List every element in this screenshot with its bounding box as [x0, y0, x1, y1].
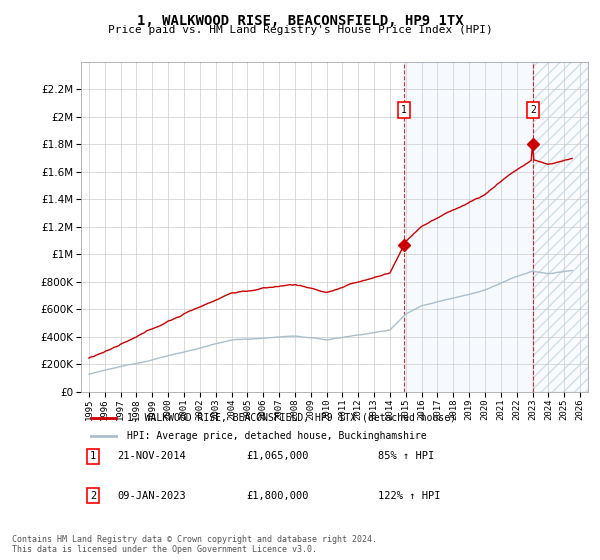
Text: 09-JAN-2023: 09-JAN-2023: [117, 491, 186, 501]
Text: 1: 1: [401, 105, 407, 115]
Text: 1, WALKWOOD RISE, BEACONSFIELD, HP9 1TX (detached house): 1, WALKWOOD RISE, BEACONSFIELD, HP9 1TX …: [127, 413, 455, 423]
Text: £1,800,000: £1,800,000: [246, 491, 308, 501]
Text: 2: 2: [530, 105, 536, 115]
Bar: [533, 62, 588, 392]
Text: 1: 1: [90, 451, 96, 461]
Text: 2: 2: [90, 491, 96, 501]
Text: £1,065,000: £1,065,000: [246, 451, 308, 461]
Text: 21-NOV-2014: 21-NOV-2014: [117, 451, 186, 461]
Text: Contains HM Land Registry data © Crown copyright and database right 2024.
This d: Contains HM Land Registry data © Crown c…: [12, 535, 377, 554]
Bar: [533, 62, 588, 392]
Bar: [404, 62, 533, 392]
Text: 122% ↑ HPI: 122% ↑ HPI: [378, 491, 440, 501]
Text: Price paid vs. HM Land Registry's House Price Index (HPI): Price paid vs. HM Land Registry's House …: [107, 25, 493, 35]
Text: HPI: Average price, detached house, Buckinghamshire: HPI: Average price, detached house, Buck…: [127, 431, 426, 441]
Text: 85% ↑ HPI: 85% ↑ HPI: [378, 451, 434, 461]
Text: 1, WALKWOOD RISE, BEACONSFIELD, HP9 1TX: 1, WALKWOOD RISE, BEACONSFIELD, HP9 1TX: [137, 14, 463, 28]
